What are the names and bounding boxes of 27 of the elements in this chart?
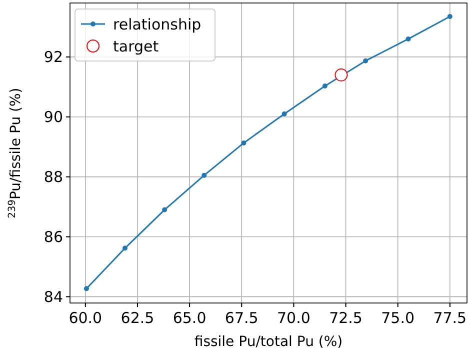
y-tick-label: 90 — [44, 108, 63, 126]
x-tick-label: 77.5 — [433, 309, 467, 327]
y-tick-label: 86 — [44, 228, 63, 246]
x-tick-label: 67.5 — [224, 309, 258, 327]
y-tick-label: 88 — [44, 168, 63, 186]
point — [334, 68, 348, 82]
point — [122, 246, 128, 251]
point — [322, 84, 328, 89]
legend-label: target — [113, 37, 159, 56]
legend-label: relationship — [113, 15, 202, 34]
x-tick-label: 62.5 — [120, 309, 154, 327]
x-tick-label: 60.0 — [68, 309, 102, 327]
x-axis-title: fissile Pu/total Pu (%) — [194, 334, 343, 350]
x-tick-label: 65.0 — [172, 309, 206, 327]
x-tick-label: 72.5 — [329, 309, 362, 327]
point — [241, 140, 246, 146]
y-tick-label: 92 — [44, 48, 63, 66]
point — [282, 111, 287, 116]
x-tick-label: 75.0 — [381, 309, 415, 327]
point — [363, 58, 368, 64]
y-tick-label: 84 — [44, 288, 63, 306]
point — [84, 286, 89, 292]
point — [202, 172, 207, 178]
x-tick-label: 70.0 — [277, 309, 310, 327]
point — [406, 36, 411, 42]
point — [447, 14, 452, 19]
point — [162, 207, 168, 212]
